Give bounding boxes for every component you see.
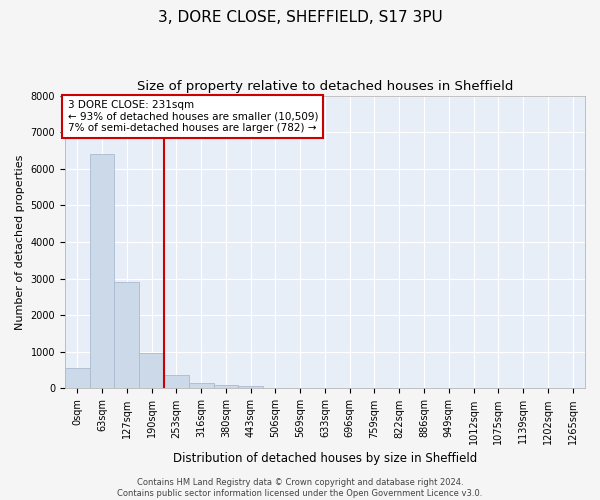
Bar (189, 382, 214, 388)
Bar (115, 282, 139, 389)
Text: 3 DORE CLOSE: 231sqm
← 93% of detached houses are smaller (10,509)
7% of semi-de: 3 DORE CLOSE: 231sqm ← 93% of detached h… (68, 100, 318, 133)
Bar (214, 385, 238, 388)
Text: 3, DORE CLOSE, SHEFFIELD, S17 3PU: 3, DORE CLOSE, SHEFFIELD, S17 3PU (158, 10, 442, 25)
Bar (238, 386, 263, 388)
Bar (65, 368, 89, 388)
Text: Contains HM Land Registry data © Crown copyright and database right 2024.
Contai: Contains HM Land Registry data © Crown c… (118, 478, 482, 498)
Title: Size of property relative to detached houses in Sheffield: Size of property relative to detached ho… (137, 80, 513, 93)
Bar (89, 154, 115, 388)
X-axis label: Distribution of detached houses by size in Sheffield: Distribution of detached houses by size … (173, 452, 477, 465)
Bar (139, 352, 164, 388)
Y-axis label: Number of detached properties: Number of detached properties (15, 154, 25, 330)
Bar (164, 375, 189, 388)
